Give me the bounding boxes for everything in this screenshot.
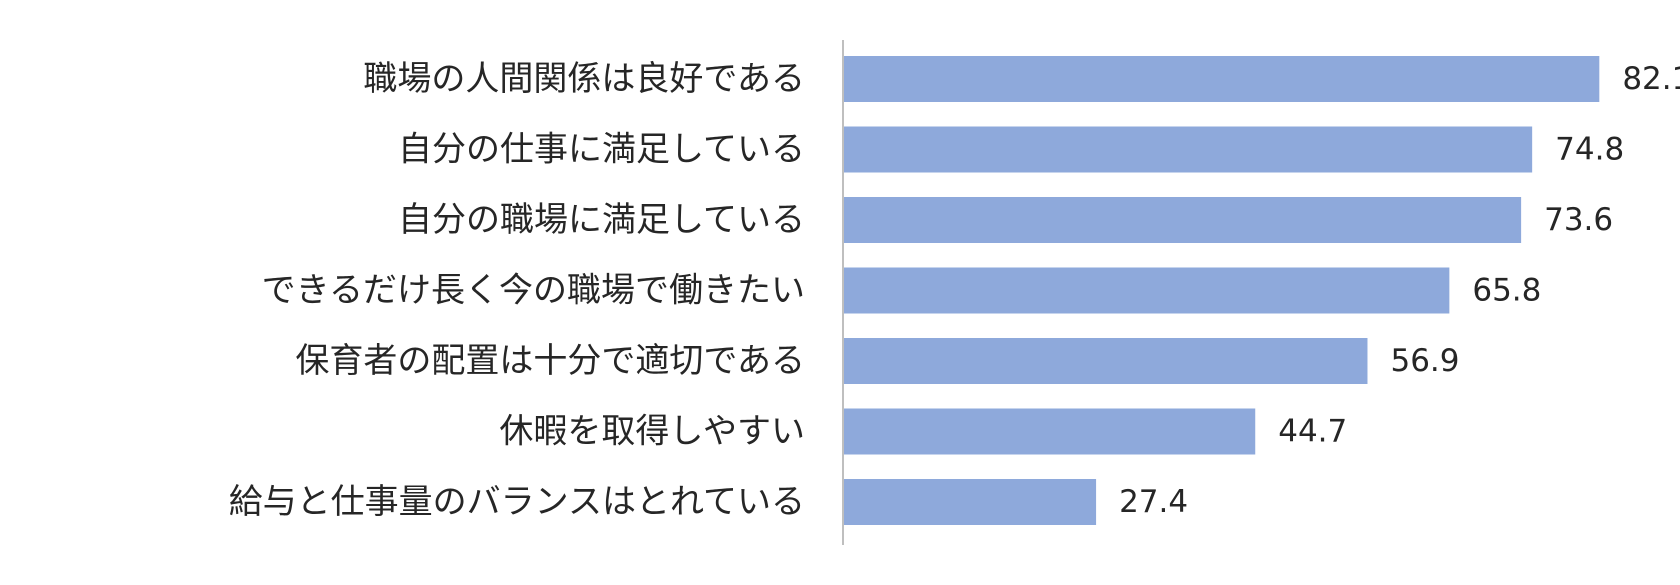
category-label: 自分の仕事に満足している — [398, 130, 805, 170]
bar — [844, 267, 1450, 314]
value-label: 44.7 — [1278, 414, 1347, 450]
category-label: 給与と仕事量のバランスはとれている — [229, 482, 805, 522]
bars-group — [844, 56, 1600, 525]
value-label: 65.8 — [1472, 273, 1541, 309]
bar — [844, 56, 1600, 102]
value-label: 27.4 — [1119, 484, 1188, 520]
bar — [844, 479, 1097, 525]
bar — [844, 126, 1533, 173]
value-label: 82.1 — [1622, 61, 1680, 97]
bar — [844, 338, 1368, 384]
value-label: 74.8 — [1555, 132, 1624, 168]
category-label: 自分の職場に満足している — [398, 200, 805, 240]
value-labels-group: 82.1 74.8 73.665.8 56.9 44.7 27.4 — [1119, 61, 1680, 520]
value-label: 73.6 — [1544, 202, 1613, 238]
category-label: 保育者の配置は十分で適切である — [295, 341, 805, 381]
bar — [844, 408, 1256, 455]
category-label: 職場の人間関係は良好である — [363, 59, 805, 99]
bar — [844, 197, 1522, 243]
value-label: 56.9 — [1390, 343, 1459, 379]
category-labels-group: 職場の人間関係は良好である自分の仕事に満足している自分の職場に満足しているできる… — [229, 59, 805, 522]
category-label: 休暇を取得しやすい — [499, 412, 805, 452]
category-label: できるだけ長く今の職場で働きたい — [262, 271, 805, 311]
